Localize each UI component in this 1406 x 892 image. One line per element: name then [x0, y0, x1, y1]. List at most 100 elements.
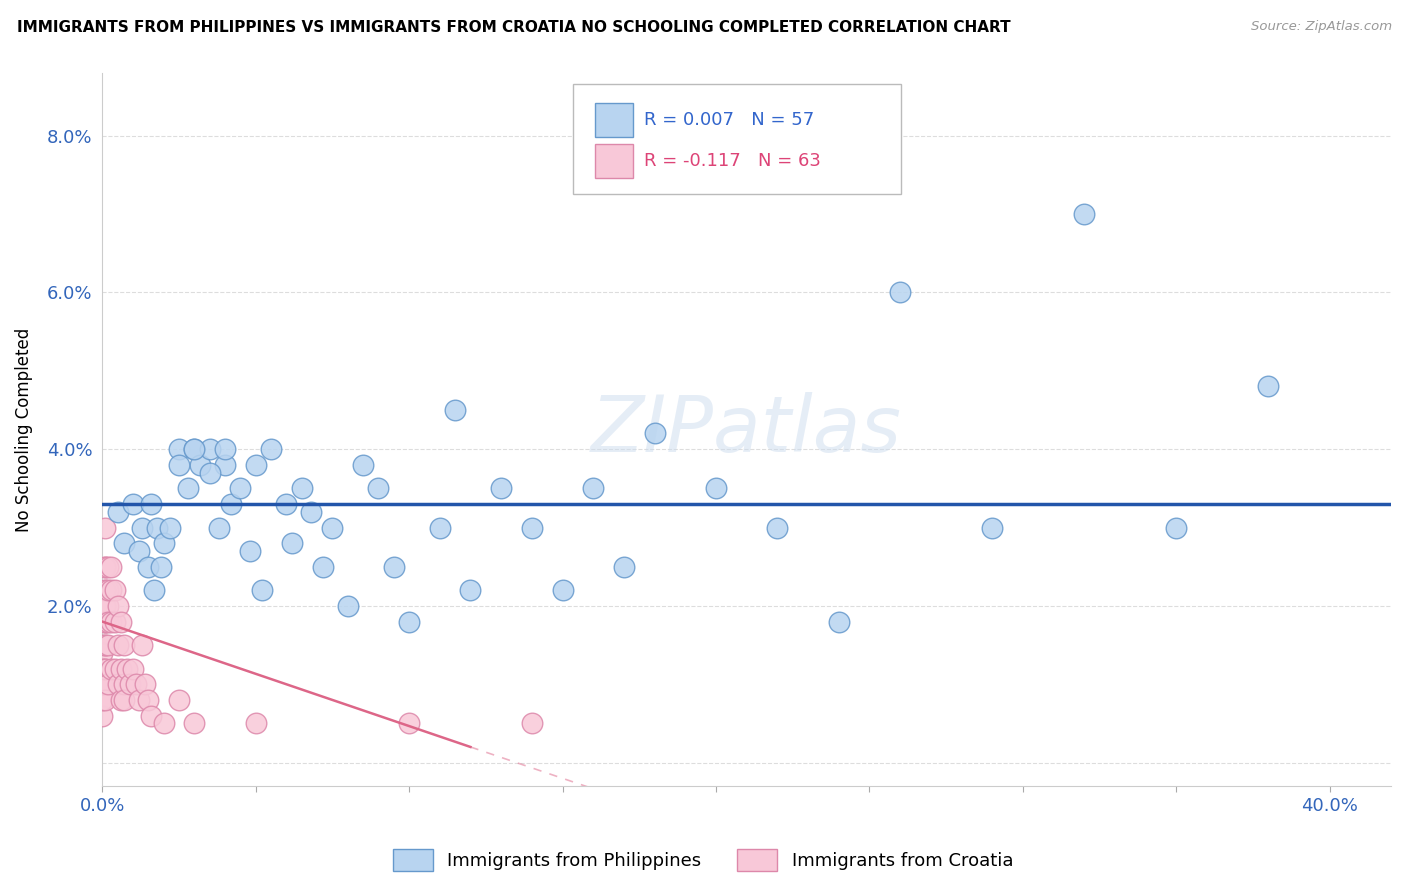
Legend: Immigrants from Philippines, Immigrants from Croatia: Immigrants from Philippines, Immigrants … [385, 842, 1021, 879]
Point [1073, 207, 1095, 221]
Point [110, 662, 132, 676]
Point [382, 559, 405, 574]
Point [91, 677, 114, 691]
Point [429, 520, 451, 534]
Point [115, 662, 138, 676]
Point [110, 693, 132, 707]
Point [460, 583, 482, 598]
Point [245, 458, 267, 472]
Point [260, 442, 283, 457]
Point [94, 599, 117, 613]
Point [91, 677, 114, 691]
Point [299, 505, 322, 519]
Point [122, 497, 145, 511]
Point [276, 497, 298, 511]
Point [136, 559, 159, 574]
Point [91, 638, 114, 652]
Point [183, 716, 205, 731]
Point [97, 583, 120, 598]
Point [613, 559, 636, 574]
Point [128, 693, 150, 707]
Point [208, 520, 231, 534]
Point [136, 693, 159, 707]
Point [219, 497, 242, 511]
Y-axis label: No Schooling Completed: No Schooling Completed [15, 327, 32, 532]
Text: IMMIGRANTS FROM PHILIPPINES VS IMMIGRANTS FROM CROATIA NO SCHOOLING COMPLETED CO: IMMIGRANTS FROM PHILIPPINES VS IMMIGRANT… [17, 20, 1011, 35]
Point [167, 693, 190, 707]
Point [128, 544, 150, 558]
Point [238, 544, 260, 558]
Point [118, 677, 141, 691]
Point [94, 583, 117, 598]
Point [91, 662, 114, 676]
Point [94, 615, 117, 629]
Point [141, 497, 163, 511]
Point [398, 615, 420, 629]
Point [889, 285, 911, 300]
Point [94, 615, 117, 629]
Point [198, 466, 221, 480]
Point [94, 662, 117, 676]
Point [444, 403, 467, 417]
Point [183, 442, 205, 457]
Point [131, 638, 153, 652]
Point [94, 615, 117, 629]
Point [91, 677, 114, 691]
Point [91, 662, 114, 676]
Point [94, 638, 117, 652]
Point [134, 677, 156, 691]
Point [112, 536, 135, 550]
Point [229, 481, 252, 495]
Point [644, 426, 666, 441]
Point [103, 583, 125, 598]
Point [94, 638, 117, 652]
Point [97, 559, 120, 574]
Point [398, 716, 420, 731]
Text: R = -0.117   N = 63: R = -0.117 N = 63 [644, 152, 820, 169]
Point [367, 481, 389, 495]
Point [312, 559, 335, 574]
Point [112, 638, 135, 652]
Point [159, 520, 181, 534]
Point [94, 520, 117, 534]
Point [100, 615, 122, 629]
Point [91, 708, 114, 723]
Point [110, 615, 132, 629]
Point [112, 677, 135, 691]
Point [352, 458, 374, 472]
Point [177, 481, 200, 495]
Point [103, 615, 125, 629]
Point [94, 693, 117, 707]
Point [183, 442, 205, 457]
Point [281, 536, 304, 550]
Point [107, 638, 129, 652]
Point [551, 583, 574, 598]
Point [107, 677, 129, 691]
Point [94, 583, 117, 598]
Point [131, 520, 153, 534]
Point [1257, 379, 1279, 393]
Point [245, 716, 267, 731]
Bar [595, 144, 633, 178]
Point [250, 583, 273, 598]
Point [214, 442, 236, 457]
Point [94, 559, 117, 574]
Point [336, 599, 359, 613]
FancyBboxPatch shape [572, 84, 901, 194]
Point [167, 458, 190, 472]
Point [94, 677, 117, 691]
Point [94, 599, 117, 613]
Bar [595, 103, 633, 137]
Point [97, 638, 120, 652]
Point [152, 536, 174, 550]
Point [981, 520, 1004, 534]
Point [100, 662, 122, 676]
Point [489, 481, 512, 495]
Point [190, 458, 212, 472]
Point [107, 505, 129, 519]
Point [91, 646, 114, 660]
Text: ZIPatlas: ZIPatlas [591, 392, 903, 467]
Point [112, 693, 135, 707]
Point [100, 559, 122, 574]
Point [149, 559, 172, 574]
